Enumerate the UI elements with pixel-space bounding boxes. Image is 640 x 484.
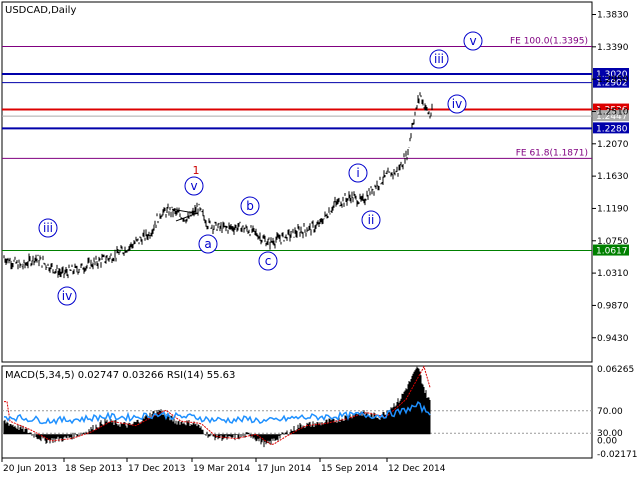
price-tick-label: 1.2070 [597,140,629,150]
price-tick-label: 0.9430 [597,334,629,344]
indicator-scale-label: 0.06265 [597,365,634,375]
price-axis: 1.3830 1.3390 1.2950 1.2510 1.2070 1.1630 1.11… [592,10,629,344]
level-badge-l12280 [593,122,629,134]
wave-circle [258,251,278,271]
chart-title: USDCAD,Daily [5,5,76,16]
wave-label: i [356,166,359,180]
level-label-fe100: FE 100.0(1.3395) [510,36,588,46]
wave-label: c [265,254,272,268]
time-label: 19 Mar 2014 [193,464,250,474]
wave-circle [240,196,260,216]
wave-label: b [246,199,254,213]
time-label: 12 Dec 2014 [388,464,446,474]
wave-circle [463,31,483,51]
wave-circle [198,234,218,254]
trendline-upper [171,208,199,215]
price-tick-label: 1.1630 [597,172,629,182]
wave-circle [38,218,58,238]
time-label: 18 Sep 2013 [65,464,122,474]
macd-histogram [3,366,431,448]
wave-label: 1 [193,164,200,177]
level-badge-l12536 [593,103,629,115]
indicator-series [2,365,592,448]
indicator-scale-label: 0.00 [597,436,617,446]
wave-label: ii [368,213,375,227]
price-tick-label: 1.0310 [597,269,629,279]
level-badge-label: 1.0617 [596,247,628,257]
indicator-panel-frame [1,365,593,459]
price-tick-label: 1.1190 [597,204,629,214]
time-label: 17 Jun 2014 [257,464,311,474]
time-label: 20 Jun 2013 [3,464,57,474]
wave-label: iv [62,289,72,303]
wave-label: iii [43,221,53,235]
horizontal-levels: FE 100.0(1.3395)1.30201.29021.25361.2447… [2,36,629,257]
price-bars [3,92,433,279]
wave-label: a [204,237,211,251]
price-tick-label: 1.0750 [597,237,629,247]
wave-labels: iiiiv1vab2ciiiiiiivv [38,31,483,306]
indicator-scale-label: -0.02171 [597,450,637,460]
price-tick-label: 1.3390 [597,43,629,53]
wave-circle [447,94,467,114]
level-badge-label: 1.2280 [596,124,628,134]
price-tick-label: 1.3830 [597,10,629,20]
level-badge-l12447 [593,110,629,122]
time-label: 15 Sep 2014 [321,464,378,474]
indicator-axis: 0.06265 70.00 30.000.00 -0.02171 [597,365,637,460]
wave-circle [348,163,368,183]
wave-circle [429,49,449,69]
rsi-line [3,400,431,426]
level-badge-l13020 [593,68,629,79]
wave-circle [184,176,204,196]
price-tick-label: 1.2510 [597,107,629,117]
wave-circle [361,210,381,230]
level-badge-label: 1.3020 [596,70,628,80]
trendline-lower [175,212,199,222]
level-badge-label: 1.2902 [596,79,628,89]
price-series [3,92,433,279]
indicator-scale-label: 30.00 [597,429,623,439]
indicator-title: MACD(5,34,5) 0.02747 0.03266 RSI(14) 55.… [5,370,235,381]
level-badge-l12902 [593,76,629,88]
wave-label: iii [434,52,444,66]
price-tick-label: 1.2950 [597,75,629,85]
time-axis: 20 Jun 2013 18 Sep 2013 17 Dec 2013 19 Mar … [1,458,446,474]
price-tick-label: 0.9870 [597,301,629,311]
price-panel-frame [1,1,593,363]
time-label: 17 Dec 2013 [128,464,186,474]
wave-label: v [469,34,476,48]
level-label-fe618: FE 61.8(1.1871) [516,148,588,158]
wave-circle [57,286,77,306]
indicator-scale-label: 70.00 [597,407,623,417]
wave-label: v [190,179,197,193]
wave-label: iv [452,97,462,111]
level-badge-l10617 [593,244,629,256]
level-badge-label: 1.2447 [596,112,628,122]
